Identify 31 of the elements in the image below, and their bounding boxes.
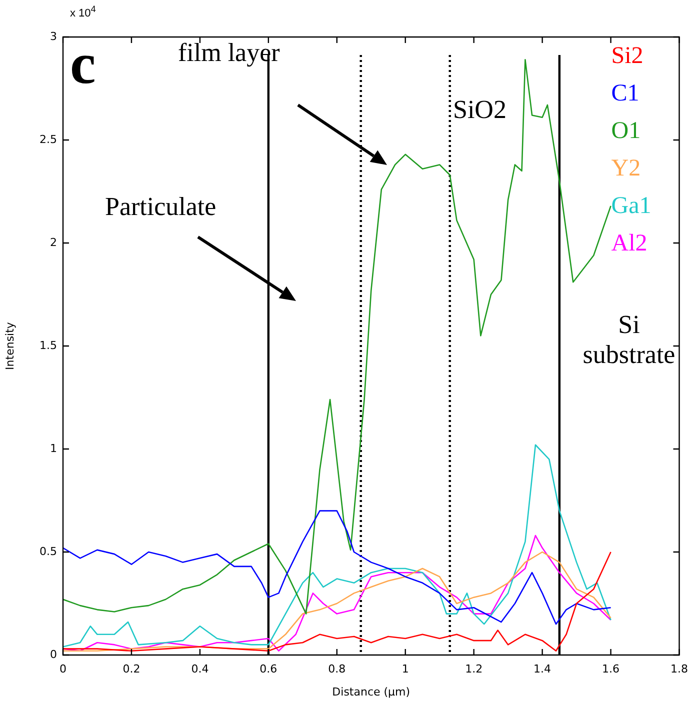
x-tick-label: 1	[402, 662, 409, 676]
text: Y2	[611, 156, 641, 182]
annotation: Si substrate	[582, 310, 676, 370]
y-tick-label: 2.5	[40, 132, 57, 146]
text: Ga1	[611, 193, 652, 219]
x-tick-label: 0.2	[122, 662, 140, 676]
x-tick-label: 0	[60, 662, 66, 676]
x-tick-label: 0.6	[260, 662, 278, 676]
y-axis-title: Intensity	[3, 322, 16, 370]
text: Al2	[611, 230, 648, 256]
x-tick-label: 1.2	[465, 662, 483, 676]
y-tick-label: 0	[50, 648, 57, 661]
x-tick-label: 1.8	[670, 662, 688, 676]
annotation: Particulate	[105, 192, 216, 222]
y-tick-label: 2	[50, 236, 57, 249]
y-tick-label: 3	[50, 30, 57, 43]
x-tick-label: 1.4	[534, 662, 552, 676]
y-tick-label: 1.5	[40, 338, 57, 352]
x-tick-label: 1.6	[602, 662, 620, 676]
x-axis-title: Distance (µm)	[332, 685, 410, 698]
y-tick-label: 0.5	[40, 544, 57, 558]
text: O1	[611, 118, 641, 144]
annotation: film layer	[178, 38, 280, 68]
x-tick-label: 0.4	[191, 662, 209, 676]
annotation: c	[70, 30, 96, 97]
text: C1	[611, 80, 640, 106]
annotation: SiO2	[453, 95, 506, 125]
x-tick-label: 0.8	[328, 662, 346, 676]
text: x 10$^{4}$	[70, 4, 96, 20]
text: Si2	[611, 43, 644, 69]
y-tick-label: 1	[50, 442, 57, 455]
